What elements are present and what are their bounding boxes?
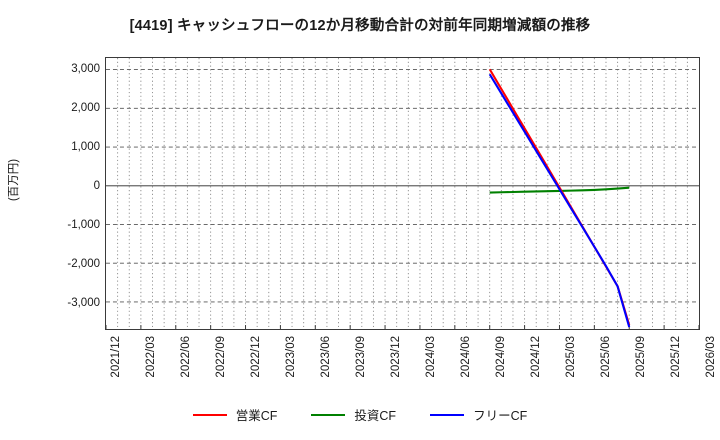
x-axis-tick-label: 2025/06 <box>600 336 612 378</box>
chart-legend: 営業CF 投資CF フリーCF <box>0 405 720 424</box>
x-axis-tick-label: 2026/03 <box>705 336 717 378</box>
plot-area <box>105 57 700 330</box>
legend-item[interactable]: フリーCF <box>430 405 527 424</box>
legend-label: フリーCF <box>473 409 528 423</box>
legend-color-swatch <box>430 413 465 416</box>
x-axis-tick-label: 2021/12 <box>110 336 122 378</box>
y-axis-tick-label: -2,000 <box>67 257 100 270</box>
x-axis-tick-label: 2022/03 <box>145 336 157 378</box>
legend-item[interactable]: 投資CF <box>311 405 396 424</box>
series-line <box>488 73 631 328</box>
x-axis-tick-label: 2024/03 <box>425 336 437 378</box>
chart-title: [4419] キャッシュフローの12か月移動合計の対前年同期増減額の推移 <box>129 18 591 34</box>
legend-item[interactable]: 営業CF <box>192 405 278 424</box>
y-axis-tick-label: 2,000 <box>71 101 100 114</box>
y-axis-tick-label: -1,000 <box>67 218 100 231</box>
x-axis-tick-label: 2022/12 <box>250 336 262 378</box>
y-axis: (百万円) 3,000 2,000 1,000 0 -1,000 -2,000 -3,000 <box>0 0 100 440</box>
legend-color-swatch <box>311 413 346 416</box>
x-axis-tick-label: 2023/03 <box>285 336 297 378</box>
x-axis-tick-label: 2022/06 <box>180 336 192 378</box>
y-axis-tick-label: -3,000 <box>67 296 100 309</box>
x-axis-tick-label: 2023/09 <box>355 336 367 378</box>
y-axis-tick-label: 0 <box>93 179 100 192</box>
y-axis-tick-label: 3,000 <box>71 62 100 75</box>
x-axis-tick-label: 2025/12 <box>670 336 682 378</box>
x-axis-tick-label: 2025/03 <box>565 336 577 378</box>
x-axis-tick-label: 2023/12 <box>390 336 402 378</box>
x-axis-tick-label: 2024/09 <box>495 336 507 378</box>
x-axis-tick-label: 2025/09 <box>635 336 647 378</box>
data-series-lines <box>488 68 631 328</box>
x-axis-tick-label: 2024/06 <box>460 336 472 378</box>
y-axis-tick-label: 1,000 <box>71 140 100 153</box>
legend-label: 営業CF <box>235 409 278 423</box>
legend-label: 投資CF <box>354 409 397 423</box>
x-axis-tick-label: 2024/12 <box>530 336 542 378</box>
x-axis-tick-label: 2023/06 <box>320 336 332 378</box>
x-axis-tick-label: 2022/09 <box>215 336 227 378</box>
grid-lines <box>105 58 700 329</box>
legend-color-swatch <box>192 413 227 416</box>
